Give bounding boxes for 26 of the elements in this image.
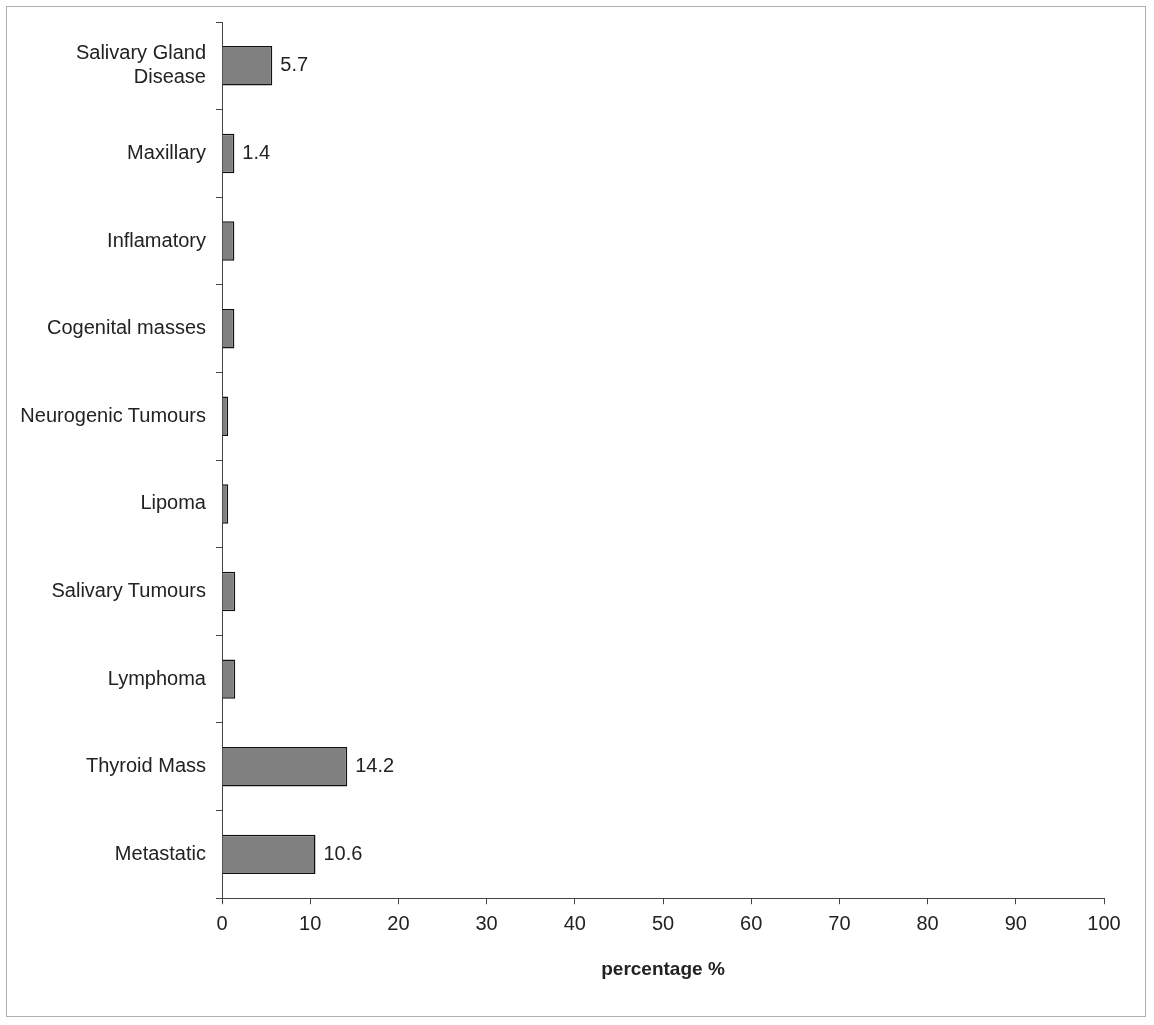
x-tick-label: 40 bbox=[563, 911, 586, 934]
x-tick-label: 20 bbox=[387, 911, 410, 934]
x-tick-label: 0 bbox=[216, 911, 228, 934]
y-tick-label: Thyroid Mass bbox=[85, 754, 207, 777]
y-tick-label: Maxillary bbox=[127, 140, 207, 163]
x-tick-label: 70 bbox=[828, 911, 851, 934]
x-tick-label: 60 bbox=[740, 911, 763, 934]
data-label: 5.7 bbox=[280, 53, 309, 76]
data-label: 10.6 bbox=[323, 841, 363, 864]
y-tick-label: Cogenital masses bbox=[47, 316, 207, 339]
y-tick-label: Salivary Tumours bbox=[51, 579, 207, 602]
y-tick-label: Neurogenic Tumours bbox=[20, 403, 207, 426]
data-label: 14.2 bbox=[355, 754, 395, 777]
x-tick-label: 30 bbox=[475, 911, 498, 934]
y-tick-label: Inflamatory bbox=[107, 228, 207, 251]
x-tick-label: 80 bbox=[916, 911, 939, 934]
x-axis-title: percentage % bbox=[601, 957, 725, 979]
x-tick-label: 90 bbox=[1004, 911, 1027, 934]
data-label: 1.4 bbox=[242, 140, 271, 163]
x-tick-label: 50 bbox=[651, 911, 675, 934]
x-tick-label: 10 bbox=[299, 911, 322, 934]
y-tick-label: Metastatic bbox=[114, 841, 207, 864]
x-tick-label: 100 bbox=[1087, 911, 1121, 934]
y-tick-label: Salivary Gland Disease bbox=[75, 41, 207, 88]
y-tick-label: Lymphoma bbox=[107, 666, 207, 689]
y-tick-label: Lipoma bbox=[140, 491, 207, 514]
